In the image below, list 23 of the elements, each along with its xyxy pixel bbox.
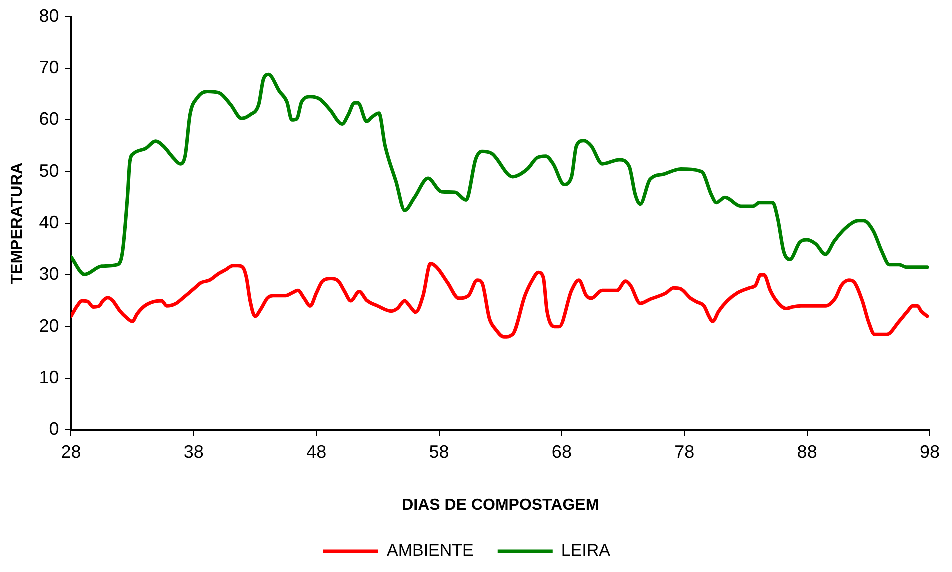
x-tick-label: 58 — [429, 442, 450, 462]
legend-label: LEIRA — [561, 541, 612, 560]
y-tick-label: 70 — [39, 57, 60, 78]
y-tick-label: 10 — [39, 367, 60, 388]
y-tick-label: 50 — [39, 160, 60, 181]
x-tick-label: 88 — [797, 442, 818, 462]
x-tick-label: 78 — [674, 442, 695, 462]
x-tick-label: 38 — [184, 442, 204, 462]
y-tick-label: 0 — [49, 419, 60, 440]
x-tick-label: 68 — [552, 442, 572, 462]
x-tick-label: 98 — [920, 442, 940, 462]
x-axis-title: DIAS DE COMPOSTAGEM — [402, 496, 600, 514]
y-tick-label: 20 — [39, 316, 60, 336]
x-tick-label: 28 — [61, 442, 82, 462]
line-series — [71, 262, 930, 339]
y-tick-label: 60 — [39, 109, 60, 130]
y-tick-label: 80 — [39, 6, 60, 26]
y-tick-label: 30 — [39, 264, 60, 284]
legend-label: AMBIENTE — [386, 541, 474, 560]
x-tick-label: 48 — [306, 442, 327, 462]
y-axis-title: TEMPERATURA — [9, 162, 26, 284]
y-tick-label: 40 — [39, 212, 60, 232]
line-series — [71, 72, 930, 276]
